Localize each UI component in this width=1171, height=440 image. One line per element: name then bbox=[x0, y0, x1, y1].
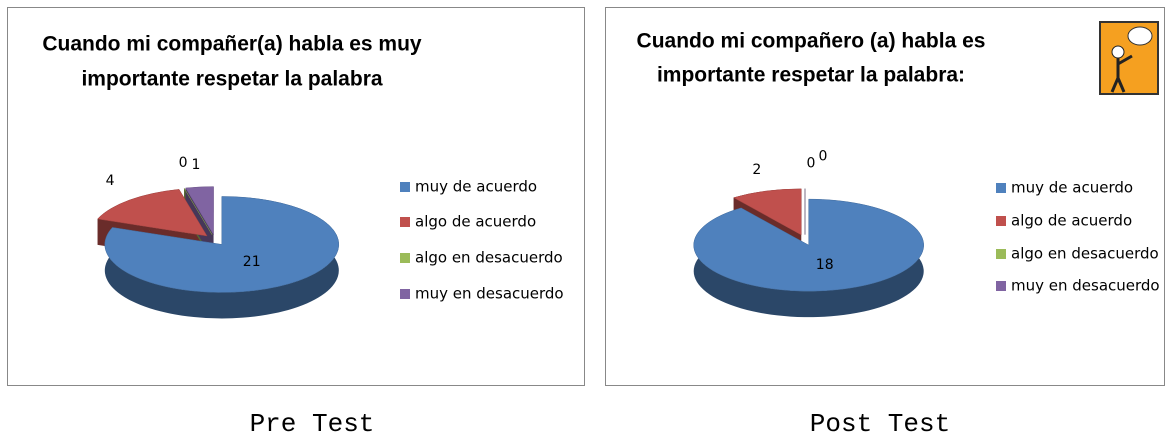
data-label: 18 bbox=[816, 257, 834, 273]
data-label: 2 bbox=[752, 162, 761, 178]
data-label: 1 bbox=[191, 157, 200, 173]
legend-label: algo en desacuerdo bbox=[415, 249, 563, 267]
data-label: 4 bbox=[106, 173, 115, 189]
legend-label: algo en desacuerdo bbox=[1011, 245, 1159, 263]
chart-frame bbox=[605, 7, 1165, 386]
data-label: 0 bbox=[819, 148, 828, 164]
legend-swatch bbox=[996, 281, 1006, 291]
legend-label: algo de acuerdo bbox=[415, 213, 536, 231]
chart-title: importante respetar la palabra: bbox=[657, 64, 965, 87]
legend-swatch bbox=[400, 217, 410, 227]
pie-slice bbox=[104, 196, 340, 293]
legend-label: muy en desacuerdo bbox=[1011, 277, 1160, 295]
pie-tops bbox=[693, 188, 924, 292]
pie-slice bbox=[693, 198, 924, 292]
chart-title: Cuando mi compañer(a) habla es muy bbox=[42, 33, 422, 56]
chart-title: importante respetar la palabra bbox=[81, 68, 382, 91]
legend-swatch bbox=[996, 216, 1006, 226]
data-label: 0 bbox=[179, 155, 188, 171]
caption: Pre Test bbox=[250, 409, 375, 436]
chart-title: Cuando mi compañero (a) habla es bbox=[637, 30, 986, 53]
legend-swatch bbox=[400, 253, 410, 263]
caption: Post Test bbox=[810, 409, 950, 436]
legend-swatch bbox=[996, 249, 1006, 259]
pie-slice bbox=[97, 189, 208, 237]
data-label: 21 bbox=[243, 254, 261, 270]
pie-tops bbox=[97, 186, 340, 293]
pie-slice bbox=[183, 188, 213, 235]
pie-slice bbox=[185, 186, 214, 236]
chart-frame bbox=[7, 7, 585, 386]
legend-label: muy de acuerdo bbox=[415, 178, 537, 196]
legend-label: algo de acuerdo bbox=[1011, 212, 1132, 230]
legend-swatch bbox=[400, 182, 410, 192]
pie-slice bbox=[733, 188, 802, 236]
legend-swatch bbox=[996, 183, 1006, 193]
legend-label: muy de acuerdo bbox=[1011, 179, 1133, 197]
data-label: 0 bbox=[807, 156, 816, 172]
legend-swatch bbox=[400, 289, 410, 299]
icon bbox=[1099, 21, 1159, 95]
legend-label: muy en desacuerdo bbox=[415, 285, 564, 303]
